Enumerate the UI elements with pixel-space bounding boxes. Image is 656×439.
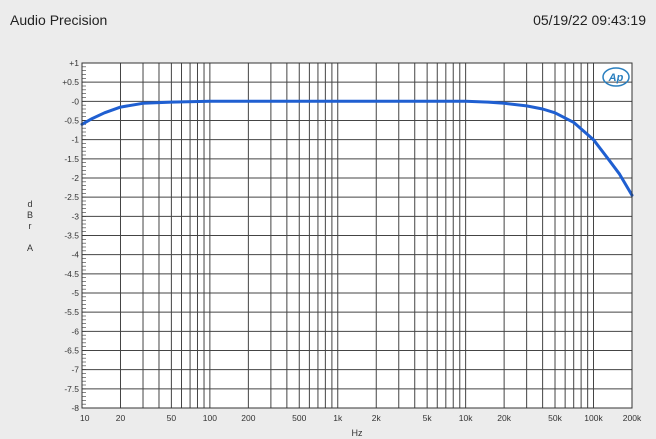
y-axis-label-char: A (27, 243, 33, 253)
y-axis-label-char: d (27, 199, 32, 209)
y-tick-label: -1.5 (64, 154, 79, 164)
y-tick-labels: +1 +0.5 -0 -0.5 -1 -1.5 -2 -2.5 -3 -3.5 -4 -4.5 -5 -5… (62, 58, 79, 413)
app-name: Audio Precision (10, 12, 108, 28)
response-trace (80, 99, 634, 197)
x-tick-label: 20 (116, 413, 126, 423)
y-tick-label: -4 (71, 250, 79, 260)
y-tick-label: -2 (71, 173, 79, 183)
timestamp: 05/19/22 09:43:19 (533, 12, 646, 28)
y-tick-label: -0 (71, 96, 79, 106)
ap-logo-ring (602, 67, 630, 87)
ap-logo: Ap (602, 67, 630, 87)
x-tick-label: 100 (203, 413, 217, 423)
y-tick-label: -6 (71, 326, 79, 336)
y-axis-label: dBr A (27, 199, 33, 253)
x-tick-label: 1k (333, 413, 343, 423)
y-tick-label: -4.5 (64, 269, 79, 279)
y-tick-label: -3.5 (64, 231, 79, 241)
x-tick-label: 5k (423, 413, 433, 423)
x-tick-labels: 10 20 50 100 200 500 1k 2k 5k 10k 20k 50k 100k 200k (80, 413, 642, 423)
ap-logo-text: Ap (608, 72, 624, 84)
y-tick-label: -7 (71, 365, 79, 375)
x-axis-label: Hz (352, 428, 363, 438)
trace-group (80, 99, 634, 197)
x-tick-label: 100k (584, 413, 603, 423)
y-axis-label-char: r (29, 221, 32, 231)
y-tick-label: -0.5 (64, 116, 79, 126)
y-tick-label: -7.5 (64, 384, 79, 394)
x-tick-label: 10k (459, 413, 473, 423)
x-tick-label: 2k (372, 413, 382, 423)
x-tick-label: 20k (497, 413, 511, 423)
y-tick-label: +1 (69, 58, 79, 68)
x-tick-label: 50 (167, 413, 177, 423)
plot-border (81, 62, 633, 409)
x-tick-label: 50k (548, 413, 562, 423)
y-tick-label: -5 (71, 288, 79, 298)
y-axis-label-char: B (27, 210, 33, 220)
y-tick-label: -3 (71, 211, 79, 221)
x-tick-label: 10 (80, 413, 90, 423)
y-tick-label: -6.5 (64, 346, 79, 356)
y-tick-label: -8 (71, 403, 79, 413)
x-tick-label: 500 (292, 413, 306, 423)
y-tick-label: -2.5 (64, 192, 79, 202)
x-tick-label: 200 (241, 413, 255, 423)
y-tick-label: -5.5 (64, 307, 79, 317)
y-tick-label: +0.5 (62, 77, 79, 87)
y-tick-label: -1 (71, 135, 79, 145)
x-tick-label: 200k (623, 413, 642, 423)
